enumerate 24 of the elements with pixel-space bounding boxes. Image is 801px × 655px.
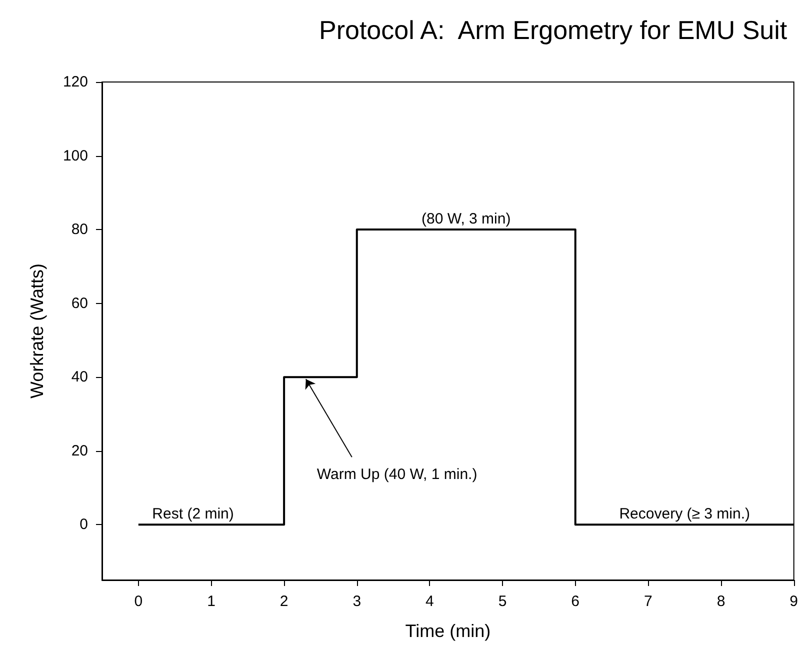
x-tick-label: 0: [134, 593, 143, 610]
x-tick-label: 2: [280, 593, 288, 610]
y-tick-label: 60: [71, 294, 88, 312]
y-tick-label: 20: [71, 442, 88, 460]
y-axis-title: Workrate (Watts): [27, 263, 47, 399]
x-tick-label: 3: [352, 593, 362, 610]
x-tick-label: 1: [207, 593, 216, 610]
x-tick-label: 8: [716, 593, 726, 610]
annotation: (80 W, 3 min): [422, 210, 511, 228]
x-tick-label: 6: [571, 593, 580, 610]
y-tick-label: 120: [62, 74, 88, 90]
chart-title: Protocol A: Arm Ergometry for EMU Suit: [318, 15, 788, 45]
annotation: Recovery (≥ 3 min.): [619, 506, 750, 523]
y-tick-label: 100: [62, 147, 88, 164]
x-tick-label: 5: [498, 593, 507, 610]
annotation: Rest (2 min): [152, 506, 234, 523]
x-axis-title: Time (min): [405, 621, 491, 641]
x-tick-label: 9: [790, 593, 798, 610]
x-tick-label: 7: [644, 593, 652, 610]
x-tick-label: 4: [426, 593, 434, 610]
y-tick-label: 40: [71, 368, 88, 386]
annotation: Warm Up (40 W, 1 min.): [316, 466, 478, 484]
y-tick-label: 0: [80, 516, 88, 534]
y-tick-label: 80: [71, 221, 88, 238]
